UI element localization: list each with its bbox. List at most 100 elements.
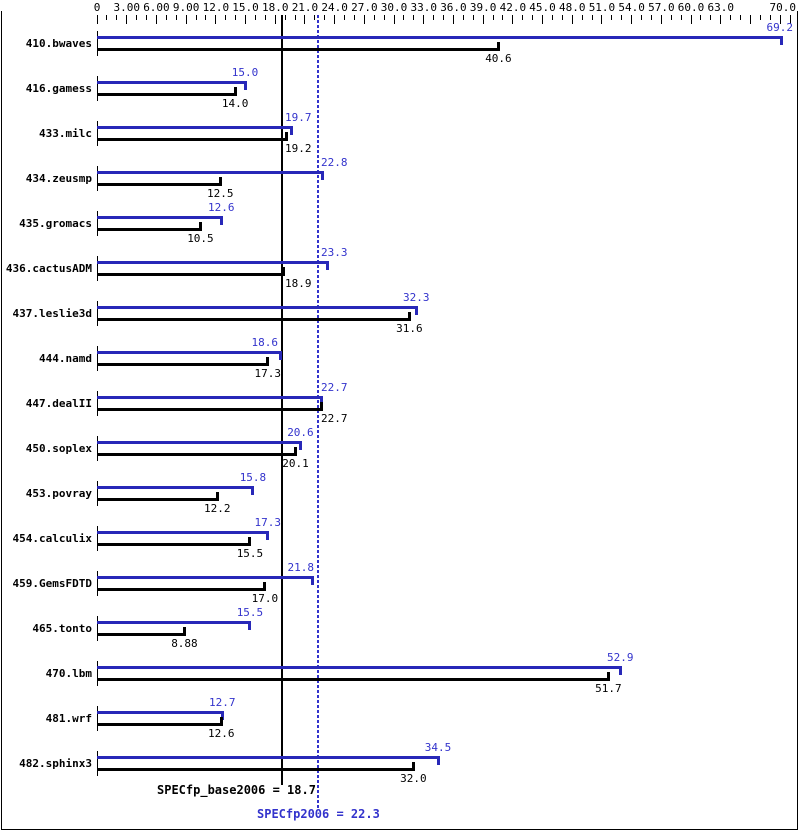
base-bar-end-tick [412,762,415,771]
axis-tick [294,15,296,20]
axis-tick [106,15,108,20]
peak-bar-end-tick [244,81,247,90]
base-bar-end-tick [282,267,285,276]
base-value-label: 40.6 [485,52,512,65]
axis-tick [185,15,187,24]
axis-tick-label: 12.0 [202,1,230,14]
peak-value-label: 19.7 [285,111,312,124]
peak-bar [97,441,301,444]
peak-bar-end-tick [437,756,440,765]
axis-tick [423,15,425,24]
axis-tick [641,15,642,20]
base-value-label: 17.3 [254,367,282,380]
base-bar-end-tick [220,717,223,726]
axis-tick [532,15,534,20]
benchmark-label: 447.dealII [25,397,92,410]
peak-value-label: 15.8 [239,471,267,484]
benchmark-label: 416.gamess [25,82,92,95]
peak-value-label: 32.3 [403,291,430,304]
axis-tick [551,15,553,20]
peak-bar-end-tick [321,171,324,180]
axis-tick [126,15,128,24]
axis-tick [383,15,385,20]
peak-bar [97,396,322,399]
peak-bar [97,216,222,219]
benchmark-label: 454.calculix [12,532,92,545]
axis-tick [403,15,405,20]
axis-tick [344,15,345,20]
row-start-bracket [97,346,98,371]
axis-tick-label: 15.0 [232,1,259,14]
base-bar [97,498,218,501]
axis-tick [225,15,227,20]
peak-bar-end-tick [266,531,269,540]
base-bar-end-tick [285,132,288,141]
axis-tick-label: 9.00 [172,1,200,14]
peak-mean-label: SPECfp2006 = 22.3 [257,807,380,821]
base-bar-end-tick [219,177,222,186]
axis-tick [264,15,266,20]
row-start-bracket [97,706,98,731]
peak-bar-end-tick [299,441,302,450]
axis-tick [304,15,306,24]
axis-tick [542,15,543,24]
base-bar [97,363,268,366]
axis-tick [670,15,672,20]
axis-tick [215,15,217,24]
base-bar-end-tick [607,672,610,681]
base-value-label: 51.7 [595,682,622,695]
base-bar-end-tick [234,87,237,96]
axis-tick [631,15,633,24]
benchmark-label: 459.GemsFDTD [12,577,92,590]
base-value-label: 20.1 [282,457,309,470]
base-bar-end-tick [320,402,323,411]
axis-tick [245,15,246,24]
benchmark-label: 453.povray [25,487,92,500]
peak-bar-end-tick [220,216,223,225]
axis-tick-label: 27.0 [351,1,378,14]
axis-tick-label: 21.0 [291,1,319,14]
base-bar [97,183,221,186]
axis-tick [512,15,514,24]
axis-tick-label: 3.00 [113,1,141,14]
axis-tick-label: 39.0 [469,1,497,14]
axis-tick-label: 57.0 [648,1,675,14]
base-bar [97,48,499,51]
row-start-bracket [97,391,98,416]
axis-tick-label: 24.0 [321,1,348,14]
peak-bar-end-tick [279,351,282,360]
base-value-label: 17.0 [251,592,279,605]
peak-bar-end-tick [311,576,314,585]
axis-tick [96,15,98,24]
axis-tick-label: 6.00 [143,1,170,14]
axis-tick [146,15,147,20]
base-bar-end-tick [199,222,202,231]
peak-bar [97,486,253,489]
base-value-label: 19.2 [285,142,312,155]
axis-tick [324,15,326,20]
base-bar [97,588,265,591]
axis-tick-label: 70.0 [769,1,797,14]
peak-bar [97,261,328,264]
axis-tick [443,15,444,20]
peak-bar [97,711,223,714]
row-start-bracket [97,76,98,101]
base-bar [97,723,222,726]
axis-tick-label: 51.0 [588,1,616,14]
base-value-label: 22.7 [321,412,348,425]
base-bar [97,228,201,231]
axis-tick [165,15,167,20]
axis-tick [621,15,623,20]
axis-tick [472,15,474,20]
axis-tick [730,15,732,20]
peak-bar-end-tick [221,711,224,720]
axis-tick [393,15,395,24]
base-bar-end-tick [216,492,219,501]
benchmark-label: 433.milc [39,127,92,140]
base-value-label: 18.9 [285,277,312,290]
axis-tick [175,15,177,20]
peak-value-label: 15.0 [231,66,259,79]
base-bar [97,768,414,771]
base-value-label: 15.5 [236,547,264,560]
row-start-bracket [97,31,98,56]
